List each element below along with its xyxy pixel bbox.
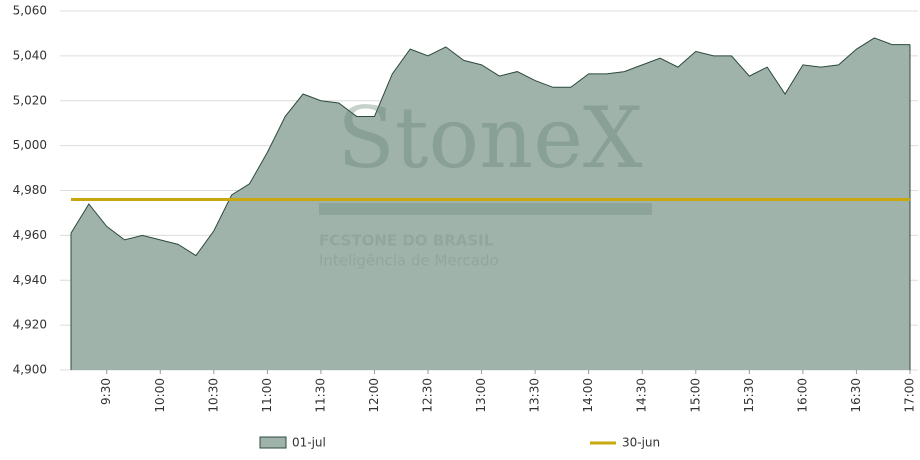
x-tick-label: 14:00 — [581, 378, 595, 413]
x-tick-label: 10:30 — [206, 378, 220, 413]
legend-label: 01-jul — [292, 436, 326, 450]
y-tick-label: 5,000 — [13, 138, 47, 152]
legend-swatch — [259, 436, 287, 449]
x-tick-label: 11:30 — [313, 378, 327, 413]
x-tick-label: 12:00 — [367, 378, 381, 413]
x-tick-label: 10:00 — [153, 378, 167, 413]
y-tick-label: 4,980 — [13, 183, 47, 197]
x-tick-label: 13:30 — [528, 378, 542, 413]
y-tick-label: 4,920 — [13, 318, 47, 332]
y-tick-label: 5,060 — [13, 4, 47, 18]
y-tick-label: 5,040 — [13, 48, 47, 62]
area-line — [70, 37, 910, 257]
watermark-line1: FCSTONE DO BRASIL — [319, 232, 494, 250]
plot: StoneX FCSTONE DO BRASIL Inteligência de… — [70, 37, 911, 371]
watermark-line2: Inteligência de Mercado — [319, 252, 499, 270]
x-tick-label: 12:30 — [421, 378, 435, 413]
x-tick-label: 16:00 — [795, 378, 809, 413]
x-tick-label: 17:00 — [903, 378, 917, 413]
x-tick-label: 15:30 — [742, 378, 756, 413]
x-tick-label: 11:00 — [260, 378, 274, 413]
x-tick-label: 13:00 — [474, 378, 488, 413]
watermark: StoneX FCSTONE DO BRASIL Inteligência de… — [319, 89, 652, 270]
watermark-bar — [319, 203, 652, 215]
y-tick-label: 4,940 — [13, 273, 47, 287]
x-tick-label: 14:30 — [635, 378, 649, 413]
y-tick-label: 4,960 — [13, 228, 47, 242]
area — [71, 37, 910, 371]
legend: 01-jul 30-jun — [259, 436, 660, 450]
x-tick-label: 9:30 — [99, 378, 113, 405]
x-tick-label: 16:30 — [849, 378, 863, 413]
y-tick-label: 5,020 — [13, 93, 47, 107]
watermark-logo: StoneX — [337, 89, 643, 187]
x-tick-label: 15:00 — [688, 378, 702, 413]
y-tick-label: 4,900 — [13, 363, 47, 377]
legend-label: 30-jun — [622, 436, 660, 450]
